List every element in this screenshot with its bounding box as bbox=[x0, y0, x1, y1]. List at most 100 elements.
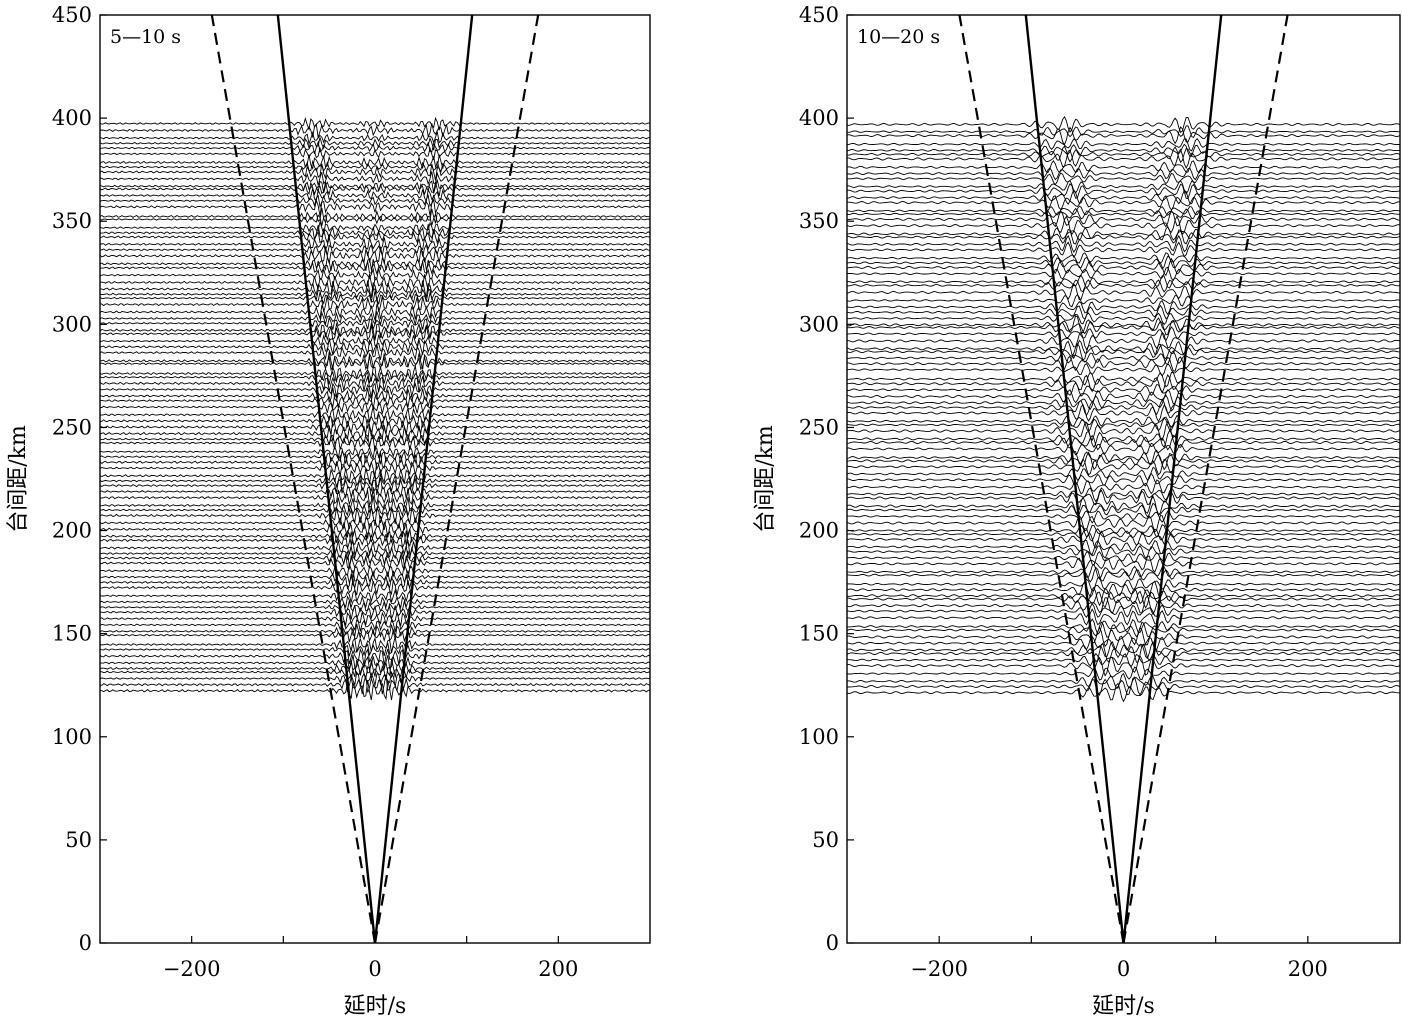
x-tick-label: 0 bbox=[1117, 957, 1130, 981]
seismogram-trace bbox=[100, 267, 650, 281]
panel-label: 10—20 s bbox=[857, 26, 940, 48]
seismogram-trace bbox=[847, 279, 1400, 293]
seismogram-trace bbox=[100, 549, 650, 567]
seismogram-trace bbox=[847, 502, 1400, 518]
seismogram-trace bbox=[847, 363, 1400, 377]
y-tick-label: 50 bbox=[65, 828, 92, 852]
seismogram-trace bbox=[100, 623, 650, 639]
solid-moveout-line bbox=[1024, 15, 1125, 943]
seismogram-trace bbox=[100, 578, 650, 596]
seismogram-trace bbox=[100, 159, 650, 173]
seismogram-trace bbox=[100, 658, 650, 678]
seismogram-trace bbox=[100, 636, 650, 653]
seismogram-trace bbox=[847, 676, 1400, 696]
seismogram-trace bbox=[847, 225, 1400, 241]
seismogram-trace bbox=[847, 479, 1400, 495]
seismogram-trace bbox=[847, 618, 1400, 635]
seismogram-trace bbox=[847, 602, 1400, 618]
seismogram-trace bbox=[100, 116, 650, 131]
seismogram-trace bbox=[847, 527, 1400, 542]
dashed-moveout-line bbox=[958, 15, 1125, 943]
seismogram-trace bbox=[847, 339, 1400, 360]
seismogram-trace bbox=[847, 621, 1400, 638]
seismogram-trace bbox=[847, 466, 1400, 481]
seismogram-trace bbox=[100, 220, 650, 235]
seismogram-trace bbox=[100, 181, 650, 197]
seismogram-trace bbox=[100, 370, 650, 385]
y-tick-label: 50 bbox=[812, 828, 839, 852]
solid-moveout-line bbox=[373, 15, 474, 943]
seismogram-trace bbox=[100, 588, 650, 603]
y-tick-label: 400 bbox=[799, 106, 839, 130]
seismogram-trace bbox=[847, 355, 1400, 372]
panel-10-20s: 0 50 100 150 200 250 300 350 400 450 −200 0 200 10—… bbox=[753, 3, 1401, 1019]
panel-5-10s: 0 50 100 150 200 250 300 350 400 450 −200 0 200 5—1… bbox=[6, 3, 651, 1019]
seismogram-trace bbox=[847, 172, 1400, 186]
seismogram-trace bbox=[847, 640, 1400, 660]
y-tick-label: 200 bbox=[799, 519, 839, 543]
y-tick-label: 350 bbox=[52, 209, 92, 233]
seismogram-trace bbox=[847, 350, 1400, 366]
seismogram-trace bbox=[100, 664, 650, 680]
seismogram-trace bbox=[847, 539, 1400, 556]
seismogram-trace bbox=[847, 608, 1400, 626]
seismogram-trace bbox=[100, 207, 650, 225]
seismogram-trace bbox=[100, 223, 650, 241]
seismogram-trace bbox=[847, 487, 1400, 503]
seismogram-trace bbox=[100, 555, 650, 571]
seismogram-trace bbox=[100, 600, 650, 614]
seismogram-trace bbox=[847, 586, 1400, 607]
seismogram-trace bbox=[847, 148, 1400, 170]
y-tick-label: 450 bbox=[52, 3, 92, 27]
seismogram-trace bbox=[100, 432, 650, 447]
y-tick-label: 150 bbox=[799, 622, 839, 646]
seismogram-trace bbox=[847, 389, 1400, 405]
seismogram-trace bbox=[847, 183, 1400, 200]
seismogram-trace bbox=[847, 300, 1400, 316]
seismogram-trace bbox=[100, 425, 650, 442]
seismogram-trace bbox=[847, 143, 1400, 158]
seismogram-trace bbox=[847, 205, 1400, 216]
x-axis-title: 延时/s bbox=[344, 994, 407, 1019]
seismogram-trace bbox=[100, 193, 650, 209]
seismogram-trace bbox=[847, 398, 1400, 417]
seismogram-trace bbox=[847, 252, 1400, 264]
y-axis-title: 台间距/km bbox=[753, 425, 778, 533]
seismogram-trace bbox=[100, 310, 650, 326]
seismogram-trace bbox=[847, 283, 1400, 301]
seismogram-trace bbox=[100, 674, 650, 695]
x-axis: −200 0 200 bbox=[910, 936, 1328, 981]
seismogram-trace bbox=[100, 485, 650, 500]
panel-label: 5—10 s bbox=[110, 26, 181, 48]
x-axis: −200 0 200 bbox=[163, 936, 578, 981]
seismogram-trace bbox=[847, 654, 1400, 677]
seismogram-trace bbox=[847, 179, 1400, 195]
seismogram-trace bbox=[100, 436, 650, 452]
y-tick-label: 250 bbox=[52, 415, 92, 439]
seismogram-trace bbox=[100, 540, 650, 556]
seismogram-trace bbox=[847, 652, 1400, 668]
seismogram-trace bbox=[100, 163, 650, 181]
y-tick-label: 300 bbox=[799, 312, 839, 336]
seismogram-trace bbox=[100, 280, 650, 298]
seismogram-trace bbox=[847, 550, 1400, 566]
seismogram-trace bbox=[100, 648, 650, 666]
seismogram-trace bbox=[100, 412, 650, 430]
seismogram-trace bbox=[847, 510, 1400, 524]
seismogram-trace bbox=[847, 530, 1400, 549]
x-tick-label: −200 bbox=[163, 957, 221, 981]
seismogram-trace bbox=[100, 515, 650, 531]
seismogram-trace bbox=[100, 562, 650, 579]
seismogram-trace bbox=[100, 611, 650, 627]
seismogram-trace bbox=[100, 198, 650, 217]
seismogram-trace bbox=[847, 189, 1400, 206]
seismogram-trace bbox=[100, 237, 650, 252]
trace-group bbox=[100, 116, 650, 701]
seismogram-trace bbox=[847, 414, 1400, 428]
seismogram-trace bbox=[100, 569, 650, 585]
trace-group bbox=[847, 116, 1400, 703]
dashed-moveout-line bbox=[210, 15, 377, 943]
seismogram-trace bbox=[847, 373, 1400, 394]
seismogram-trace bbox=[100, 618, 650, 633]
